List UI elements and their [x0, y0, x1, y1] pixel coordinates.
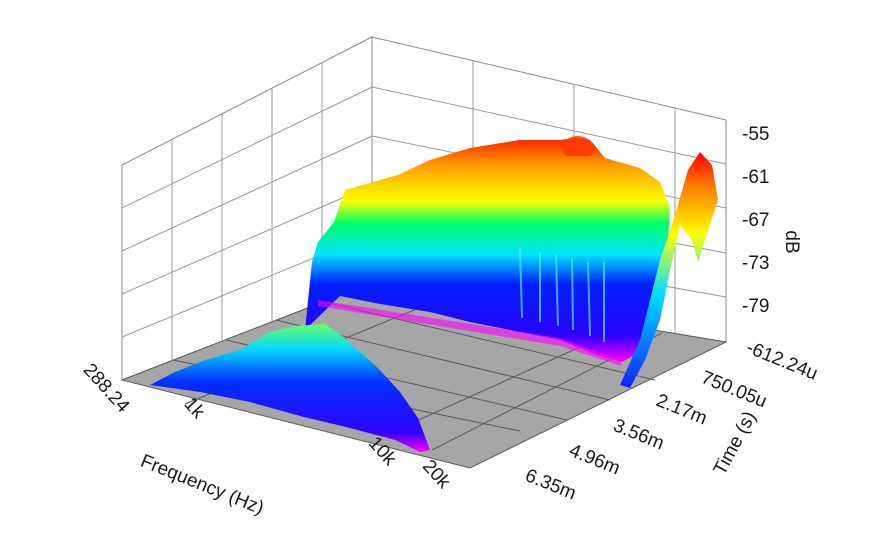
z-tick-label: -73: [742, 253, 769, 274]
y-tick-label: 6.35m: [522, 465, 579, 504]
surface-streaks: [519, 247, 605, 342]
y-tick-label: 750.05u: [698, 367, 770, 412]
y-tick-label: 4.96m: [566, 440, 623, 479]
z-tick-label: -67: [742, 210, 769, 231]
x-axis-title: Frequency (Hz): [137, 451, 266, 520]
z-axis-ticks: -55 -61 -67 -73 -79: [742, 124, 769, 317]
y-tick-label: -612.24u: [743, 337, 820, 385]
y-tick-label: 2.17m: [653, 390, 710, 429]
surface-side: [620, 152, 718, 388]
z-axis-title: dB: [781, 230, 802, 253]
surface-main: [305, 135, 670, 366]
z-tick-label: -61: [742, 167, 769, 188]
z-tick-label: -79: [742, 296, 769, 317]
y-tick-label: 3.56m: [610, 415, 667, 454]
z-tick-label: -55: [742, 124, 769, 145]
surface-front-mound: [150, 324, 430, 452]
y-axis-title: Time (s): [710, 408, 761, 479]
